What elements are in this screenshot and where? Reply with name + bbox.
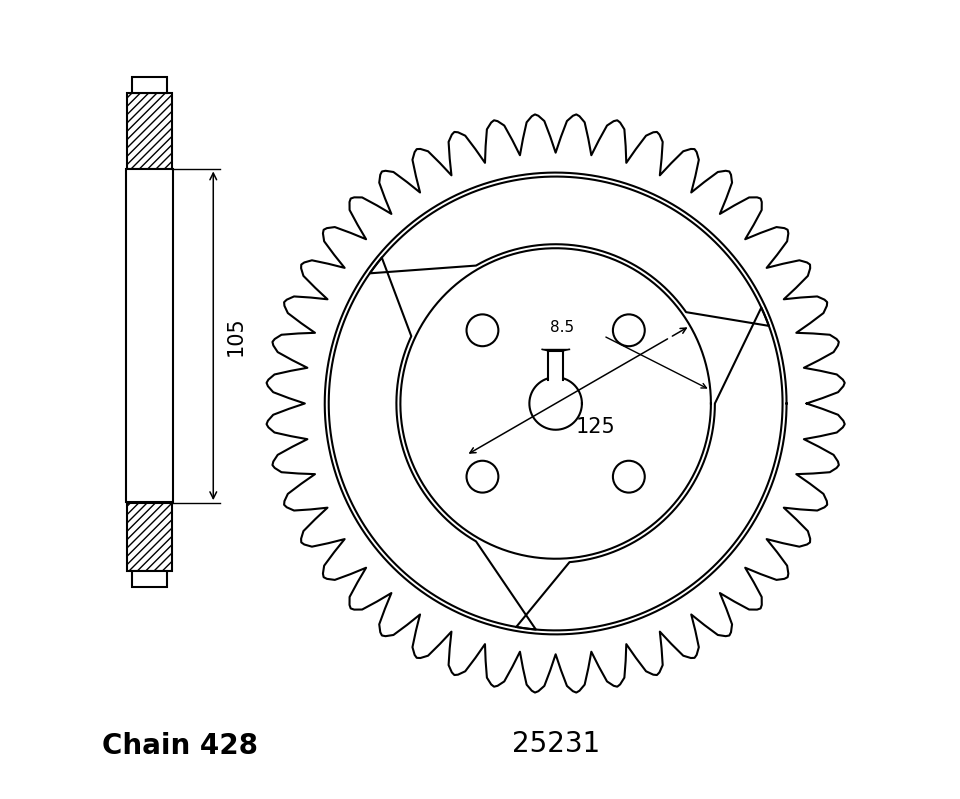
- Circle shape: [467, 461, 498, 493]
- Bar: [548, 348, 563, 380]
- Circle shape: [612, 461, 645, 493]
- Bar: [137, 93, 162, 570]
- Circle shape: [467, 314, 498, 346]
- Text: 125: 125: [576, 417, 615, 437]
- Text: 8.5: 8.5: [550, 320, 574, 335]
- Bar: [132, 570, 167, 586]
- Text: 25231: 25231: [512, 730, 600, 758]
- Bar: [128, 93, 172, 169]
- Bar: [128, 503, 172, 570]
- Bar: [127, 169, 173, 503]
- Text: 105: 105: [226, 316, 245, 356]
- Text: Chain 428: Chain 428: [102, 732, 258, 760]
- Bar: [132, 77, 167, 93]
- Circle shape: [612, 314, 645, 346]
